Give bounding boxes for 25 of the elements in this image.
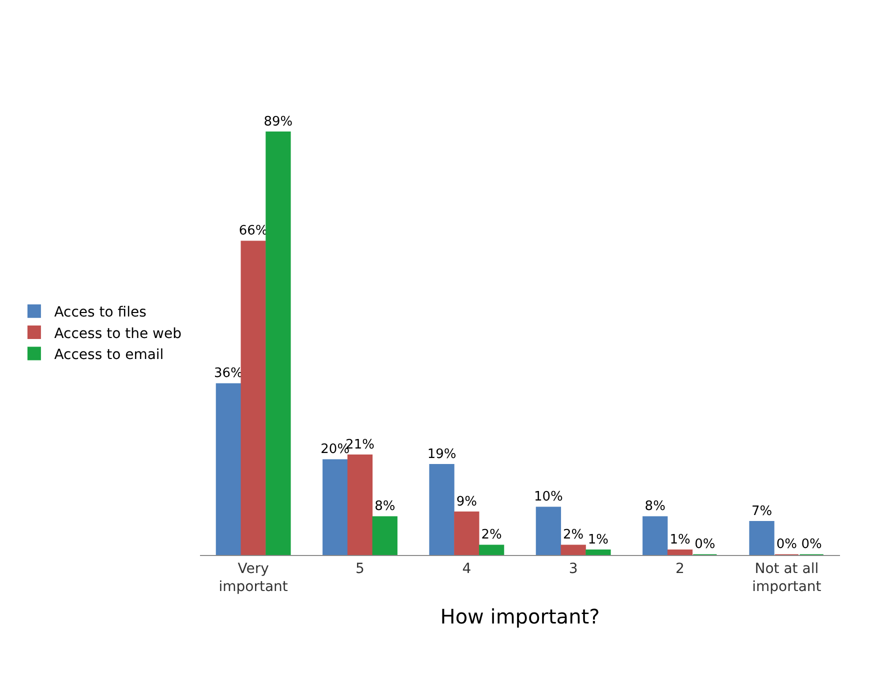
data-label: 0% [801,537,822,552]
data-label: 1% [588,532,609,548]
x-tick-label: 4 [462,560,472,577]
legend-label: Access to email [54,346,164,363]
data-label: 19% [427,446,456,462]
legend-label: Access to the web [54,326,182,342]
data-label: 0% [776,537,797,552]
data-label: 89% [264,114,293,130]
data-label: 36% [214,366,243,381]
data-label: 8% [374,499,396,514]
x-tick-label: 2 [676,560,684,577]
x-tick-label: Not at all important [752,560,822,595]
x-tick-label: Very important [218,560,288,595]
legend-label: Acces to files [54,304,146,321]
data-label: 2% [481,528,502,542]
x-axis-title: How important? [440,604,600,628]
x-tick-label: 5 [356,560,364,577]
data-label: 2% [563,528,584,542]
data-label: 9% [456,494,477,510]
data-label: 7% [751,504,772,519]
data-label: 10% [534,490,563,504]
x-tick-label: 3 [568,560,578,577]
data-label: 8% [644,499,666,514]
data-label: 0% [694,537,716,552]
data-label: 1% [670,532,690,548]
